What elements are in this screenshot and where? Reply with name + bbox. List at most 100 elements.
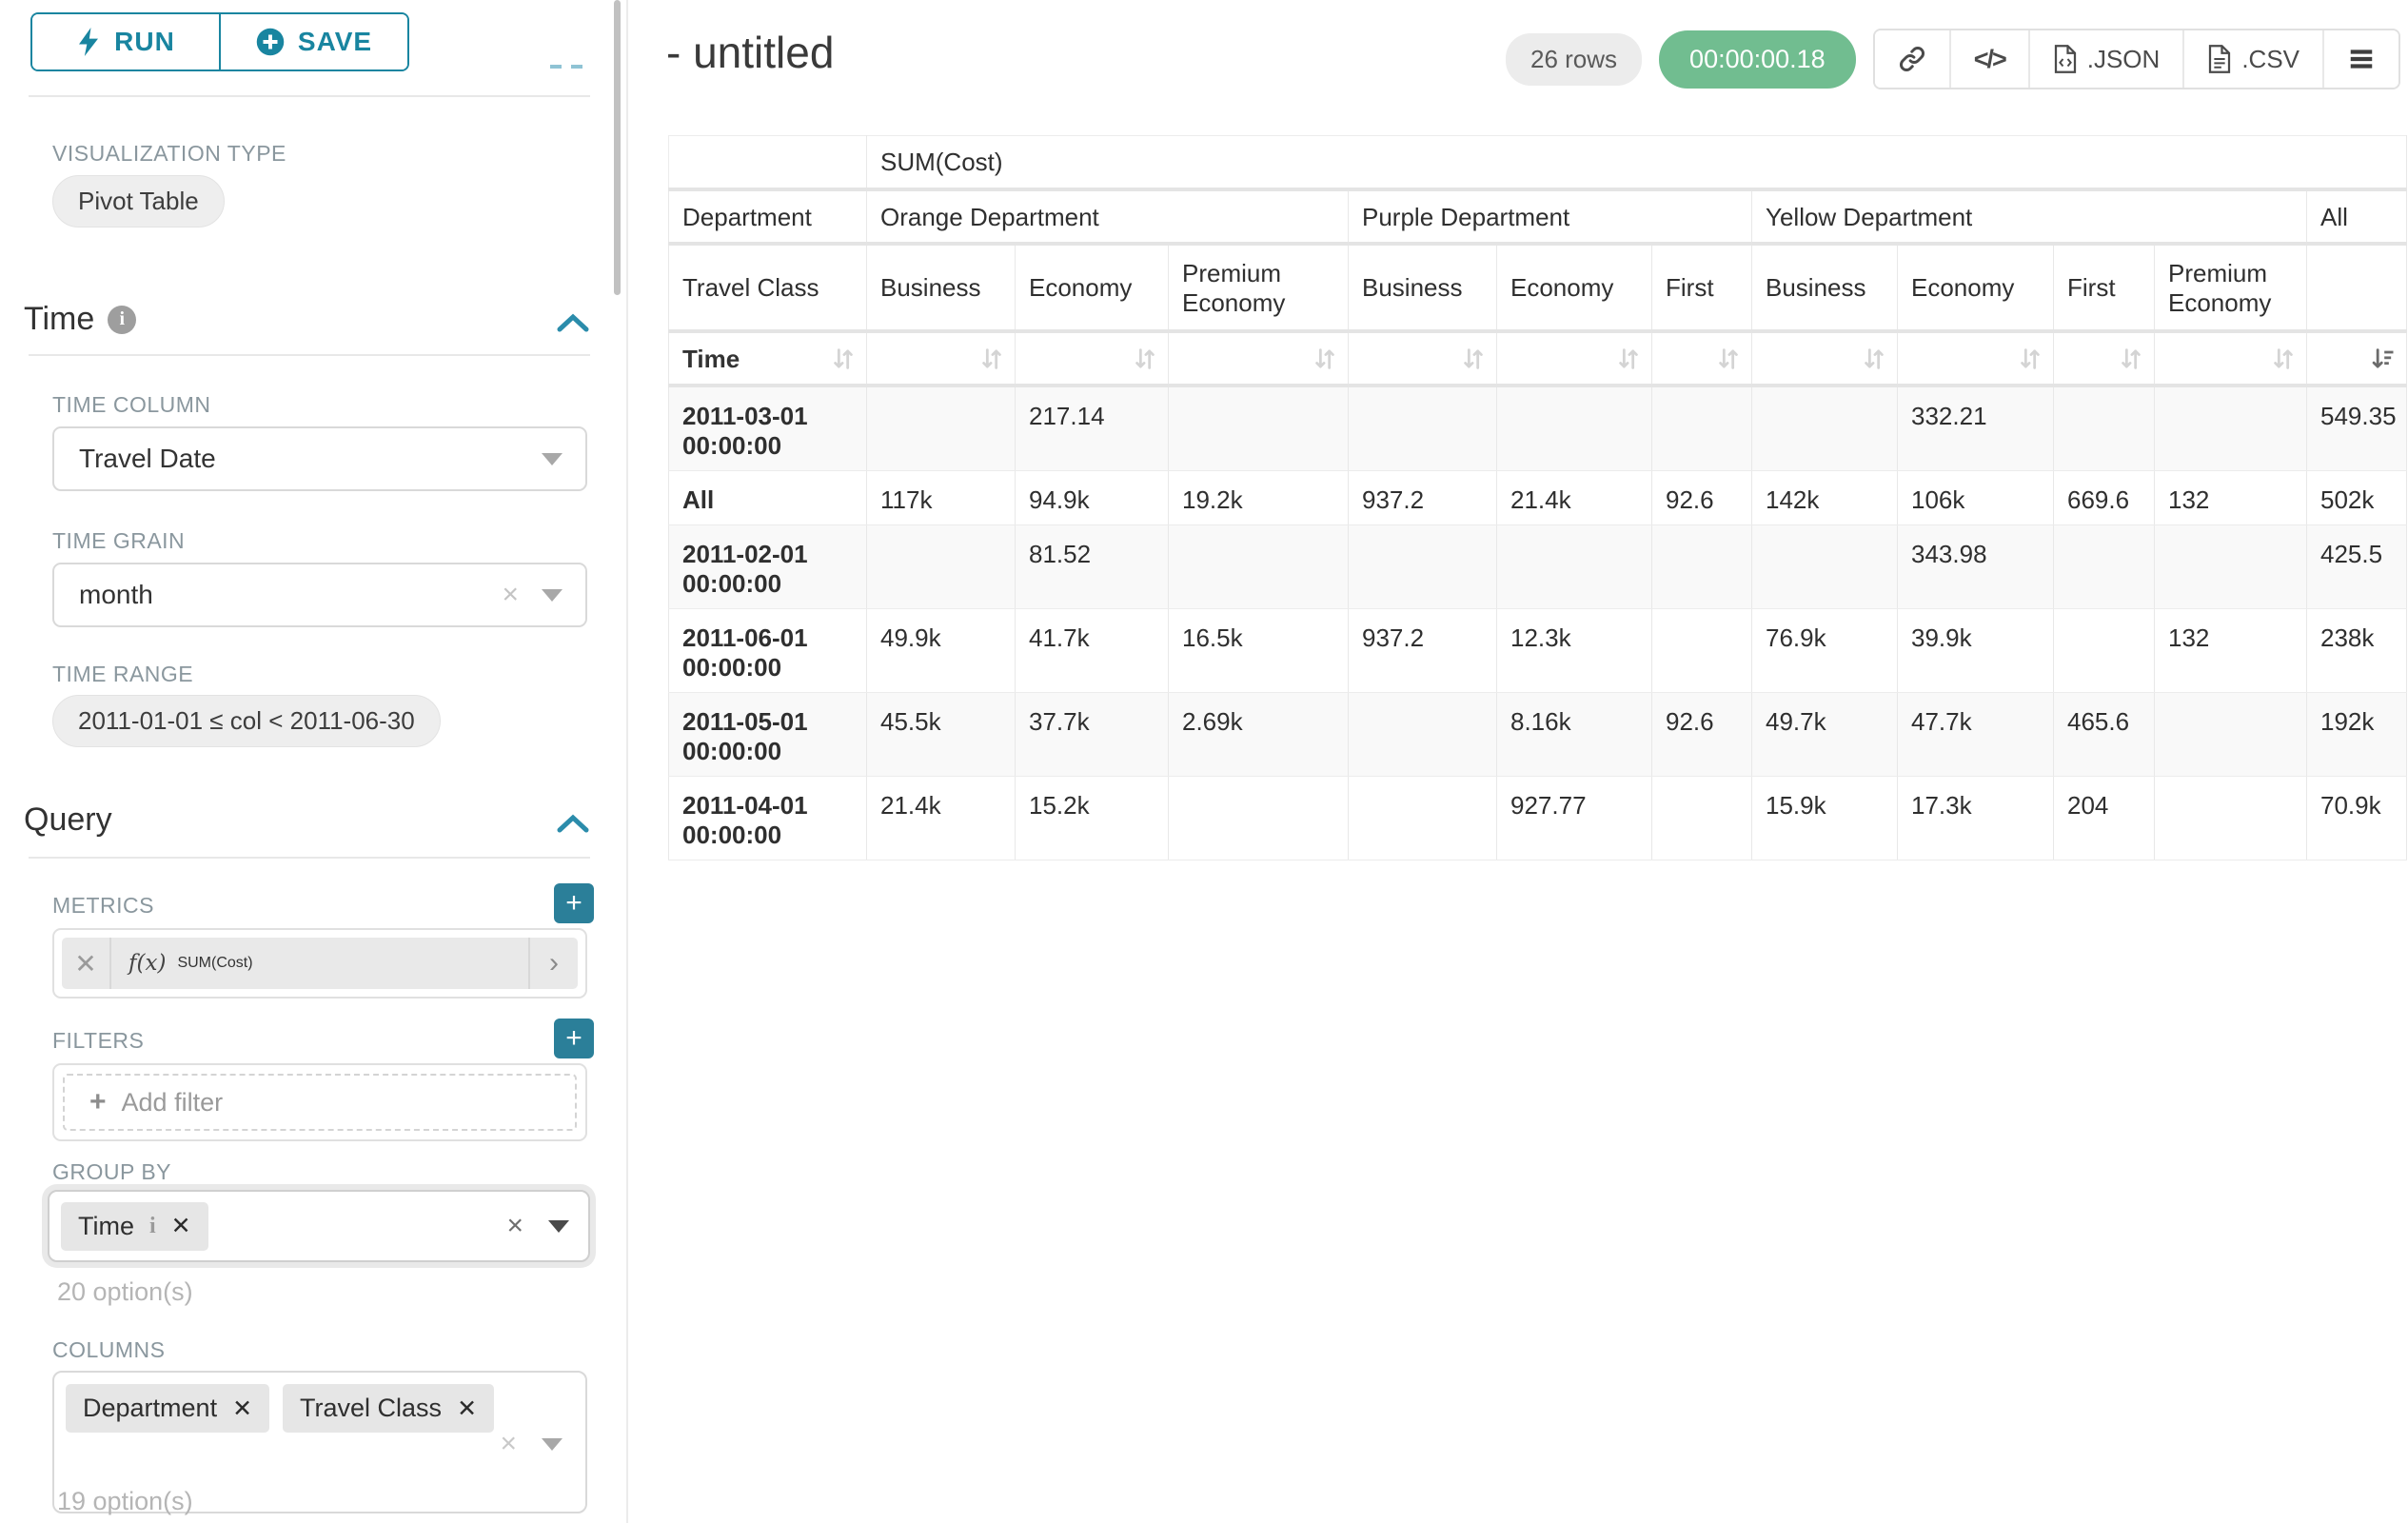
sort-icon[interactable]	[1715, 346, 1742, 372]
travel-class-header: Economy	[1897, 243, 2054, 333]
travel-class-label: First	[2067, 273, 2116, 302]
collapse-chevron-up-icon[interactable]	[557, 312, 589, 333]
remove-chip-icon[interactable]: ✕	[170, 1213, 191, 1239]
sort-icon[interactable]	[1460, 346, 1487, 372]
sort-column-cell[interactable]	[866, 330, 1016, 387]
query-section-header[interactable]: Query	[24, 801, 112, 839]
value-cell: 132	[2154, 608, 2307, 693]
add-filter-plus-button[interactable]: +	[554, 1019, 594, 1058]
viz-type-value-pill[interactable]: Pivot Table	[52, 175, 225, 227]
caret-down-icon[interactable]	[542, 452, 563, 465]
clear-icon[interactable]: ×	[506, 1210, 523, 1241]
groupby-label: GROUP BY	[52, 1159, 171, 1184]
view-query-button[interactable]: </>	[1948, 30, 2028, 88]
department-group-header: All	[2305, 188, 2408, 246]
sort-icon[interactable]	[1861, 346, 1887, 372]
travel-class-label: Premium Economy	[2168, 258, 2272, 317]
sort-column-cell[interactable]	[2305, 330, 2408, 387]
value-cell: 8.16k	[1496, 692, 1652, 777]
department-axis-label: Department	[682, 202, 812, 231]
groupby-options-note: 20 option(s)	[57, 1277, 193, 1306]
value-cell: 502k	[2305, 470, 2408, 525]
time-column-select[interactable]: Travel Date	[52, 426, 587, 491]
value-text: 937.2	[1362, 485, 1425, 514]
columns-select[interactable]: Department ✕ Travel Class ✕ ×	[52, 1371, 587, 1513]
collapse-chevron-up-icon[interactable]	[557, 813, 589, 834]
travel-class-label: Economy	[1911, 273, 2015, 302]
viz-type-label: VISUALIZATION TYPE	[52, 141, 286, 166]
value-text: 15.2k	[1029, 790, 1090, 820]
remove-chip-icon[interactable]: ✕	[457, 1394, 478, 1422]
sort-icon[interactable]	[1615, 346, 1642, 372]
sidebar-scrollbar[interactable]	[614, 0, 621, 295]
sort-column-cell[interactable]	[1751, 330, 1898, 387]
columns-chip[interactable]: Travel Class ✕	[283, 1384, 495, 1433]
time-sort-header[interactable]: Time	[668, 330, 867, 387]
columns-chip[interactable]: Department ✕	[66, 1384, 270, 1433]
value-text: 343.98	[1911, 539, 1987, 568]
time-grain-select[interactable]: month ×	[52, 563, 587, 627]
export-json-button[interactable]: .JSON	[2027, 30, 2183, 88]
clear-icon[interactable]: ×	[502, 579, 519, 610]
metric-chip[interactable]: ✕ f(x) SUM(Cost) ›	[62, 938, 578, 989]
sort-column-cell[interactable]	[1496, 330, 1652, 387]
sort-column-cell[interactable]	[1168, 330, 1349, 387]
sort-icon[interactable]	[1132, 346, 1158, 372]
sort-column-cell[interactable]	[2053, 330, 2155, 387]
metrics-label: METRICS	[52, 893, 154, 918]
sort-icon[interactable]	[2017, 346, 2043, 372]
value-text: 204	[2067, 790, 2109, 820]
table-row: 2011-04-01 00:00:00 21.4k 15.2k 927.77 15.9k…	[668, 776, 2408, 860]
time-section-header[interactable]: Time i	[24, 301, 137, 338]
travel-class-axis-label: Travel Class	[682, 273, 819, 302]
save-button[interactable]: SAVE	[219, 14, 407, 69]
caret-down-icon[interactable]	[542, 588, 563, 602]
groupby-chip[interactable]: Time i ✕	[61, 1201, 208, 1251]
value-text: 238k	[2320, 623, 2375, 652]
sort-column-cell[interactable]	[2154, 330, 2307, 387]
export-csv-button[interactable]: .CSV	[2182, 30, 2322, 88]
sort-descending-icon[interactable]	[2370, 346, 2397, 372]
pivot-table: SUM(Cost) Department Orange Department Purp…	[668, 135, 2408, 860]
groupby-select[interactable]: Time i ✕ ×	[48, 1190, 590, 1262]
travel-class-label: Economy	[1029, 273, 1133, 302]
sort-column-cell[interactable]	[1651, 330, 1752, 387]
info-icon[interactable]: i	[108, 305, 137, 334]
sort-column-cell[interactable]	[1015, 330, 1169, 387]
value-cell: 937.2	[1348, 608, 1497, 693]
clear-icon[interactable]: ×	[500, 1428, 517, 1459]
sort-icon[interactable]	[2118, 346, 2144, 372]
add-filter-button[interactable]: + Add filter	[63, 1074, 577, 1131]
chevron-right-icon[interactable]: ›	[528, 938, 578, 989]
department-group-header: Purple Department	[1348, 188, 1752, 246]
value-cell: 425.5	[2305, 524, 2408, 609]
sort-column-cell[interactable]	[1897, 330, 2054, 387]
time-range-value-pill[interactable]: 2011-01-01 ≤ col < 2011-06-30	[52, 695, 441, 747]
value-cell: 927.77	[1496, 776, 1652, 860]
metric-header-label: SUM(Cost)	[880, 148, 1003, 177]
value-text: 937.2	[1362, 623, 1425, 652]
chart-title[interactable]: - untitled	[666, 28, 835, 77]
run-button[interactable]: RUN	[32, 14, 219, 69]
more-menu-button[interactable]	[2322, 30, 2398, 88]
remove-metric-icon[interactable]: ✕	[62, 938, 111, 989]
row-time-label: 2011-06-01 00:00:00	[668, 608, 867, 693]
sort-icon[interactable]	[2270, 346, 2297, 372]
caret-down-icon[interactable]	[542, 1437, 563, 1451]
sort-icon[interactable]	[1312, 346, 1338, 372]
add-metric-button[interactable]: +	[554, 883, 594, 923]
run-save-button-group: RUN SAVE	[30, 12, 409, 71]
sort-icon[interactable]	[978, 346, 1005, 372]
value-text: 332.21	[1911, 401, 1987, 430]
share-link-button[interactable]	[1874, 30, 1949, 88]
caret-down-icon[interactable]	[548, 1219, 569, 1233]
json-button-label: .JSON	[2086, 44, 2161, 73]
column-info-icon[interactable]: i	[149, 1213, 156, 1238]
value-cell	[2053, 385, 2155, 471]
value-cell	[1348, 385, 1497, 471]
sort-column-cell[interactable]	[1348, 330, 1497, 387]
remove-chip-icon[interactable]: ✕	[232, 1394, 253, 1422]
sort-icon[interactable]	[830, 346, 857, 372]
divider	[29, 857, 590, 859]
row-time-text: 2011-06-01 00:00:00	[682, 623, 808, 682]
